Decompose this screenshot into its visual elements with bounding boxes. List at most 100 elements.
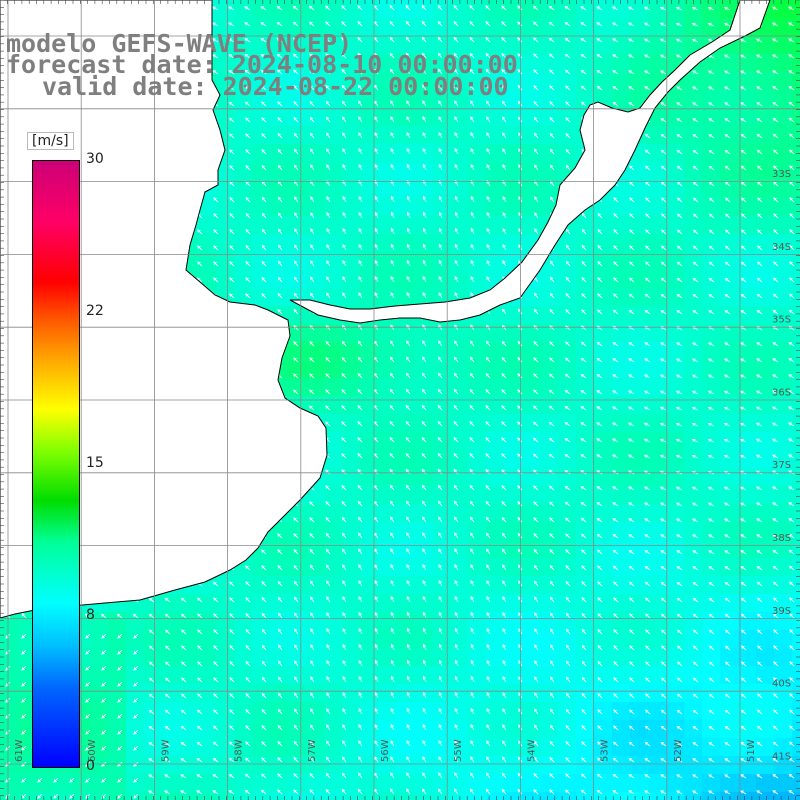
wind-speed-cell xyxy=(414,18,433,37)
wind-speed-cell xyxy=(486,648,505,667)
wind-speed-cell xyxy=(540,396,559,415)
wind-speed-cell xyxy=(540,576,559,595)
wind-arrow xyxy=(645,645,651,651)
wind-arrow xyxy=(789,661,795,667)
wind-speed-cell xyxy=(594,342,613,361)
wind-speed-cell xyxy=(738,630,757,649)
wind-arrow xyxy=(293,564,299,571)
wind-arrow xyxy=(565,644,571,651)
wind-arrow xyxy=(517,516,523,523)
wind-speed-cell xyxy=(792,108,800,127)
wind-arrow xyxy=(421,4,427,11)
wind-arrow xyxy=(740,550,747,555)
wind-speed-cell xyxy=(198,594,217,613)
wind-arrow xyxy=(293,116,299,123)
wind-speed-cell xyxy=(666,684,685,703)
wind-speed-cell xyxy=(630,270,649,289)
wind-speed-cell xyxy=(666,216,685,235)
wind-speed-cell xyxy=(450,450,469,469)
wind-arrow xyxy=(406,100,411,107)
wind-arrow xyxy=(326,692,331,699)
wind-arrow xyxy=(549,740,555,747)
wind-arrow xyxy=(501,772,507,779)
wind-arrow xyxy=(756,342,763,347)
wind-speed-cell xyxy=(162,756,181,775)
wind-arrow xyxy=(341,21,347,27)
wind-speed-cell xyxy=(684,594,703,613)
wind-arrow xyxy=(245,133,251,139)
wind-arrow xyxy=(358,195,363,203)
wind-arrow xyxy=(438,675,443,683)
wind-arrow xyxy=(612,725,619,731)
wind-arrow xyxy=(310,644,315,651)
wind-arrow xyxy=(756,629,763,635)
wind-speed-cell xyxy=(198,216,217,235)
wind-arrow xyxy=(628,565,635,571)
wind-speed-cell xyxy=(540,72,559,91)
wind-arrow xyxy=(629,213,635,219)
wind-arrow xyxy=(453,36,459,43)
wind-speed-cell xyxy=(792,504,800,523)
wind-speed-cell xyxy=(504,234,523,253)
wind-speed-cell xyxy=(648,432,667,451)
wind-arrow xyxy=(676,229,683,235)
wind-arrow xyxy=(597,676,603,683)
wind-arrow xyxy=(101,665,107,671)
wind-speed-cell xyxy=(234,252,253,271)
wind-speed-cell xyxy=(774,18,793,37)
wind-arrow xyxy=(116,613,123,619)
wind-speed-cell xyxy=(666,396,685,415)
wind-speed-cell xyxy=(252,180,271,199)
wind-arrow xyxy=(309,340,315,347)
wind-speed-cell xyxy=(432,630,451,649)
wind-speed-cell xyxy=(720,540,739,559)
wind-speed-cell xyxy=(738,522,757,541)
wind-arrow xyxy=(692,774,699,779)
wind-speed-cell xyxy=(342,522,361,541)
wind-arrow xyxy=(645,213,651,219)
wind-arrow xyxy=(454,595,459,603)
wind-arrow xyxy=(596,549,603,555)
wind-speed-cell xyxy=(234,270,253,289)
wind-arrow xyxy=(309,53,315,59)
wind-arrow xyxy=(612,309,619,315)
wind-arrow xyxy=(565,676,571,683)
wind-arrow xyxy=(756,790,763,795)
wind-speed-cell xyxy=(738,126,757,145)
wind-arrow xyxy=(197,645,203,651)
wind-arrow xyxy=(293,756,299,763)
wind-speed-cell xyxy=(378,630,397,649)
wind-speed-cell xyxy=(450,648,469,667)
wind-speed-cell xyxy=(486,774,505,793)
wind-speed-cell xyxy=(702,54,721,73)
wind-speed-cell xyxy=(774,198,793,217)
wind-speed-cell xyxy=(162,630,181,649)
wind-speed-cell xyxy=(594,216,613,235)
wind-arrow xyxy=(454,100,459,107)
wind-arrow xyxy=(628,597,635,603)
wind-speed-cell xyxy=(558,72,577,91)
wind-speed-cell xyxy=(486,198,505,217)
wind-speed-cell xyxy=(612,576,631,595)
wind-speed-cell xyxy=(432,378,451,397)
wind-arrow xyxy=(517,373,523,379)
wind-arrow xyxy=(308,5,315,11)
wind-arrow xyxy=(501,356,507,363)
wind-speed-cell xyxy=(162,648,181,667)
wind-arrow xyxy=(470,643,475,651)
wind-arrow xyxy=(724,245,731,251)
wind-speed-cell xyxy=(774,0,793,19)
wind-arrow xyxy=(724,566,731,571)
wind-speed-cell xyxy=(540,90,559,109)
wind-arrow xyxy=(406,724,411,731)
wind-arrow xyxy=(438,595,443,603)
wind-arrow xyxy=(390,259,395,267)
wind-speed-cell xyxy=(522,108,541,127)
wind-arrow xyxy=(164,645,171,651)
wind-speed-cell xyxy=(216,54,235,73)
wind-arrow xyxy=(533,100,539,107)
wind-arrow xyxy=(644,133,651,139)
wind-speed-cell xyxy=(648,378,667,397)
wind-arrow xyxy=(196,741,203,747)
